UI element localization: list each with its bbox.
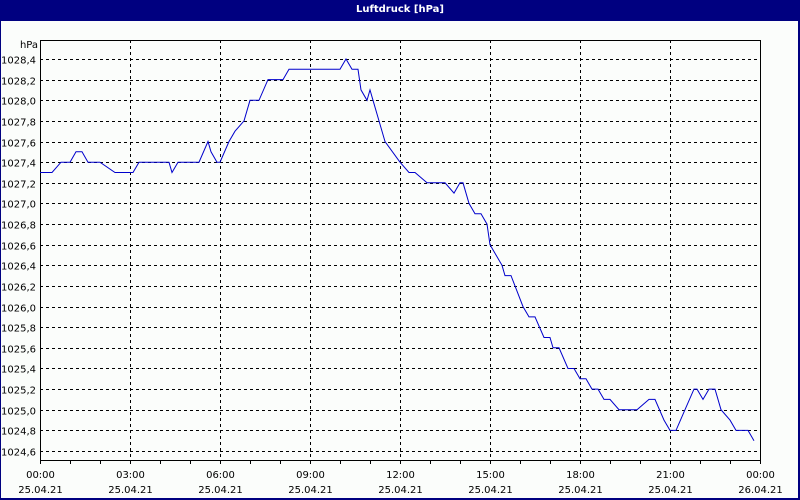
y-tick-label: 1026,4 bbox=[1, 262, 36, 273]
x-tick-time: 09:00 bbox=[296, 470, 325, 481]
x-tick-date: 26.04.21 bbox=[738, 485, 783, 496]
x-tick-time: 00:00 bbox=[746, 470, 775, 481]
pressure-series-line bbox=[40, 58, 755, 441]
y-tick-label: 1028,0 bbox=[1, 97, 36, 108]
y-tick-label: 1028,4 bbox=[1, 56, 36, 67]
y-tick-label: 1024,8 bbox=[1, 427, 36, 438]
x-tick-time: 21:00 bbox=[656, 470, 685, 481]
x-tick-time: 15:00 bbox=[476, 470, 505, 481]
chart-title: Luftdruck [hPa] bbox=[0, 0, 800, 20]
y-tick-label: 1027,0 bbox=[1, 200, 36, 211]
y-tick-label: 1025,8 bbox=[1, 324, 36, 335]
y-tick-label: 1026,0 bbox=[1, 304, 36, 315]
y-tick-label: 1025,0 bbox=[1, 407, 36, 418]
x-tick-date: 25.04.21 bbox=[648, 485, 693, 496]
y-tick-label: 1024,6 bbox=[1, 448, 36, 459]
x-tick-date: 25.04.21 bbox=[288, 485, 333, 496]
y-tick-label: 1027,8 bbox=[1, 118, 36, 129]
y-tick-label: 1026,6 bbox=[1, 242, 36, 253]
plot-frame bbox=[40, 40, 761, 461]
x-tick-date: 25.04.21 bbox=[468, 485, 513, 496]
y-tick-label: 1027,4 bbox=[1, 159, 36, 170]
y-tick-label: 1028,2 bbox=[1, 77, 36, 88]
x-tick-time: 00:00 bbox=[26, 470, 55, 481]
y-tick-label: 1027,6 bbox=[1, 139, 36, 150]
y-tick-label: 1027,2 bbox=[1, 180, 36, 191]
x-tick-time: 03:00 bbox=[116, 470, 145, 481]
x-tick-time: 12:00 bbox=[386, 470, 415, 481]
x-tick-date: 25.04.21 bbox=[108, 485, 153, 496]
y-tick-label: 1026,2 bbox=[1, 283, 36, 294]
x-tick-time: 06:00 bbox=[206, 470, 235, 481]
x-tick-date: 25.04.21 bbox=[18, 485, 63, 496]
x-tick-date: 25.04.21 bbox=[378, 485, 423, 496]
x-tick-time: 18:00 bbox=[566, 470, 595, 481]
y-axis-unit-label: hPa bbox=[20, 40, 38, 51]
y-tick-label: 1025,4 bbox=[1, 365, 36, 376]
x-tick-date: 25.04.21 bbox=[198, 485, 243, 496]
y-tick-label: 1025,6 bbox=[1, 345, 36, 356]
x-tick-date: 25.04.21 bbox=[558, 485, 603, 496]
y-tick-label: 1025,2 bbox=[1, 386, 36, 397]
y-tick-label: 1026,8 bbox=[1, 221, 36, 232]
